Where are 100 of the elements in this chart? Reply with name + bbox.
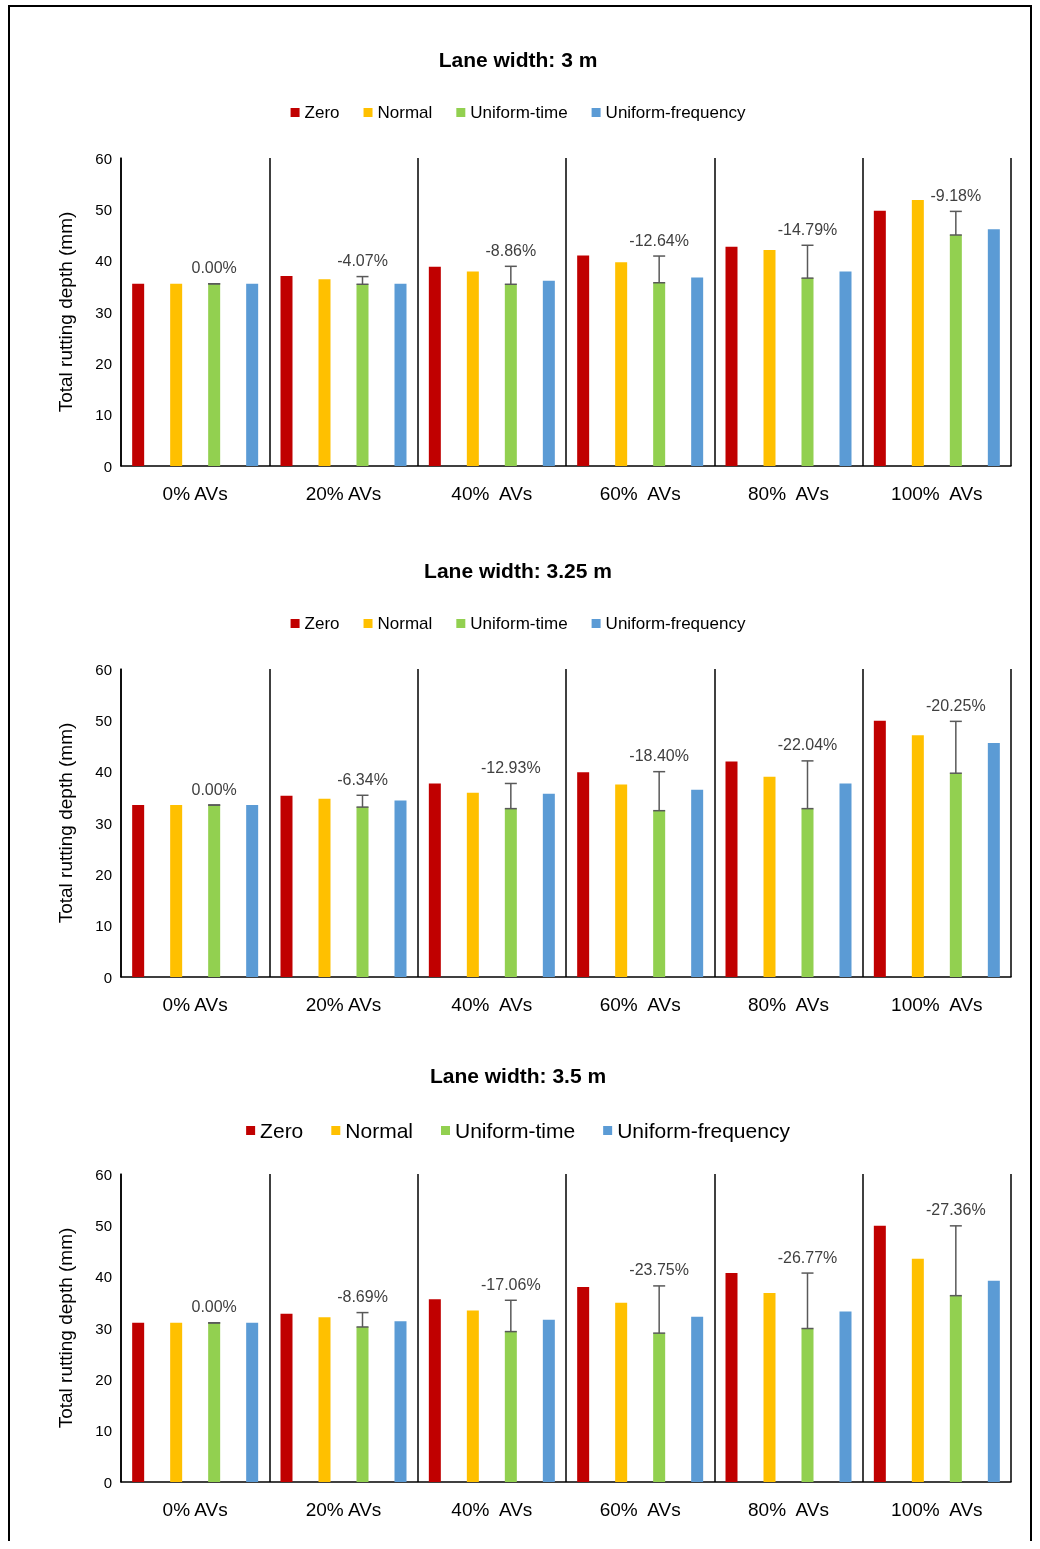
y-tick-label: 40 [95, 1268, 112, 1286]
x-tick-label: 60% AVs [599, 483, 681, 504]
y-tick-label: 60 [95, 149, 112, 167]
bar [691, 277, 704, 466]
chart-title: Lane width: 3.25 m [424, 559, 612, 582]
bar [911, 735, 924, 977]
bar [911, 200, 924, 466]
annotation: -22.04% [777, 736, 838, 754]
legend-label: Zero [304, 614, 340, 633]
bar [208, 1322, 221, 1482]
bar [394, 283, 407, 466]
y-tick-label: 20 [95, 354, 112, 372]
chart-title: Lane width: 3 m [438, 48, 598, 71]
annotation: 0.00% [191, 780, 237, 798]
annotation: -8.69% [337, 1288, 388, 1306]
y-tick-label: 50 [95, 200, 112, 218]
y-tick-label: 10 [95, 406, 112, 424]
bar [132, 283, 145, 466]
legend-label: Uniform-frequency [605, 614, 746, 633]
bar [615, 784, 628, 977]
bar [801, 1328, 814, 1482]
x-tick-label: 0% AVs [162, 994, 228, 1015]
bar [428, 783, 441, 977]
legend-label: Uniform-time [470, 103, 568, 122]
annotation: -17.06% [481, 1275, 541, 1293]
bar [691, 1316, 704, 1482]
y-tick-label: 20 [95, 1370, 112, 1388]
bar [170, 805, 183, 977]
x-tick-label: 20% AVs [305, 994, 382, 1015]
y-tick-label: 40 [95, 252, 112, 270]
legend-label: Uniform-frequency [617, 1119, 791, 1142]
bar [653, 282, 666, 466]
bar [356, 284, 369, 466]
annotation: -27.36% [926, 1201, 986, 1219]
x-tick-label: 80% AVs [748, 1499, 829, 1520]
bar [132, 1322, 145, 1482]
legend-label: Zero [304, 103, 340, 122]
legend-label: Uniform-time [470, 614, 568, 633]
bar [280, 795, 293, 977]
annotation: -20.25% [926, 696, 986, 714]
annotation: -12.64% [629, 231, 689, 249]
bar [615, 262, 628, 466]
bar [839, 1311, 852, 1482]
bar [725, 1273, 738, 1482]
bar [170, 283, 183, 466]
bar [466, 1310, 479, 1482]
bar [246, 283, 259, 466]
x-tick-label: 40% AVs [451, 1499, 533, 1520]
y-tick-label: 10 [95, 917, 112, 935]
annotation: -9.18% [930, 186, 982, 204]
bar [428, 266, 441, 466]
y-tick-label: 0 [103, 457, 112, 475]
bar [246, 1322, 259, 1482]
bar [615, 1302, 628, 1482]
bar [763, 776, 776, 977]
bar [428, 1299, 441, 1482]
bar [949, 1295, 962, 1482]
bar [466, 271, 479, 466]
bar [132, 805, 145, 977]
legend-label: Zero [260, 1119, 304, 1142]
x-tick-label: 60% AVs [599, 994, 681, 1015]
bar [504, 284, 517, 466]
bar [170, 1322, 183, 1482]
bar [542, 1319, 555, 1482]
x-tick-label: 0% AVs [162, 483, 228, 504]
x-tick-label: 20% AVs [305, 483, 382, 504]
x-tick-label: 0% AVs [162, 1499, 228, 1520]
bar [504, 1331, 517, 1482]
x-tick-label: 60% AVs [599, 1499, 681, 1520]
x-tick-label: 100% AVs [891, 483, 983, 504]
legend-label: Normal [377, 614, 433, 633]
bar [208, 805, 221, 977]
bar [577, 1286, 590, 1482]
y-tick-label: 30 [95, 303, 112, 321]
y-axis-title: Total rutting depth (mm) [55, 722, 76, 924]
y-tick-label: 30 [95, 814, 112, 832]
bar [466, 792, 479, 977]
bar [763, 249, 776, 466]
bar [577, 255, 590, 466]
bar [987, 1280, 1000, 1482]
y-tick-label: 10 [95, 1422, 112, 1440]
annotation: -12.93% [481, 758, 541, 776]
x-tick-label: 40% AVs [451, 994, 533, 1015]
annotation: -18.40% [629, 747, 689, 765]
bar [949, 773, 962, 977]
x-tick-label: 100% AVs [891, 1499, 983, 1520]
bar [246, 805, 259, 977]
y-tick-label: 0 [103, 1473, 112, 1491]
annotation: -26.77% [777, 1248, 838, 1266]
bar [763, 1293, 776, 1482]
bar [356, 1326, 369, 1482]
bar [208, 283, 221, 466]
bar [873, 210, 886, 466]
bar [725, 761, 738, 977]
bar [653, 1333, 666, 1482]
bar [542, 280, 555, 466]
y-axis-title: Total rutting depth (mm) [55, 1227, 76, 1429]
y-tick-label: 50 [95, 1216, 112, 1234]
y-axis-title: Total rutting depth (mm) [55, 211, 76, 413]
bar [653, 810, 666, 977]
